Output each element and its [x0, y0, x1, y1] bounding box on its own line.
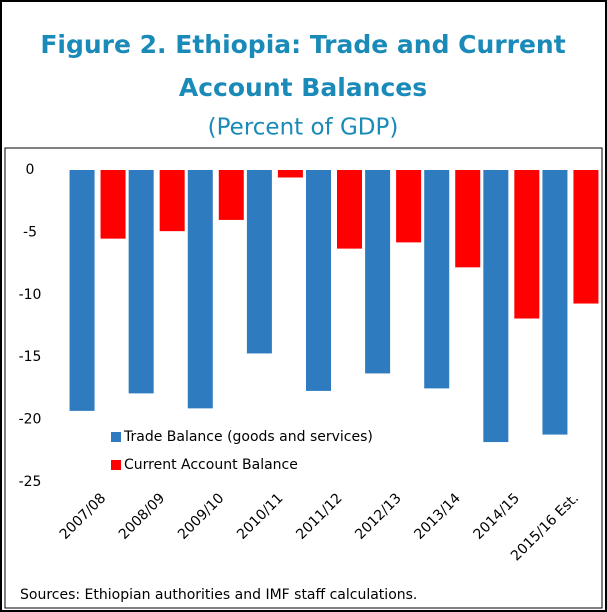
bar	[365, 170, 391, 374]
plot-frame	[4, 147, 603, 609]
legend-swatch	[111, 460, 121, 470]
source-note: Sources: Ethiopian authorities and IMF s…	[20, 587, 417, 603]
bar	[218, 170, 244, 220]
bar	[246, 170, 272, 354]
y-tick-label: -15	[19, 349, 42, 365]
bar	[337, 170, 362, 249]
x-tick-label: 2013/14	[411, 490, 464, 543]
chart-title: Figure 2. Ethiopia: Trade and Current	[40, 30, 565, 59]
x-tick-label: 2007/08	[57, 490, 109, 542]
bar	[69, 170, 95, 411]
bar	[187, 170, 213, 409]
x-tick-label: 2014/15	[471, 490, 523, 542]
bar	[514, 170, 540, 319]
y-tick-label: 0	[26, 162, 35, 178]
x-tick-label: 2009/10	[175, 490, 227, 542]
chart-title: Account Balances	[179, 73, 427, 102]
legend-swatch	[111, 432, 121, 442]
bar	[306, 170, 331, 391]
x-tick-label: 2011/12	[293, 490, 345, 542]
bar	[542, 170, 568, 435]
legend-label: Trade Balance (goods and services)	[123, 429, 373, 445]
bar	[455, 170, 481, 268]
bar	[100, 170, 126, 239]
bar	[396, 170, 422, 243]
y-tick-label: -20	[19, 412, 42, 428]
y-tick-label: -10	[19, 287, 42, 303]
bar	[277, 170, 303, 178]
chart-subtitle: (Percent of GDP)	[208, 115, 399, 141]
x-tick-label: 2010/11	[234, 490, 286, 542]
legend-label: Current Account Balance	[124, 457, 298, 473]
bar	[159, 170, 185, 232]
bar	[483, 170, 509, 443]
x-tick-label: 2012/13	[352, 490, 404, 542]
bar	[424, 170, 450, 389]
bar	[128, 170, 154, 394]
y-tick-label: -25	[19, 474, 42, 490]
bar	[573, 170, 599, 304]
x-tick-label: 2008/09	[116, 490, 168, 542]
y-tick-label: -5	[23, 224, 37, 240]
